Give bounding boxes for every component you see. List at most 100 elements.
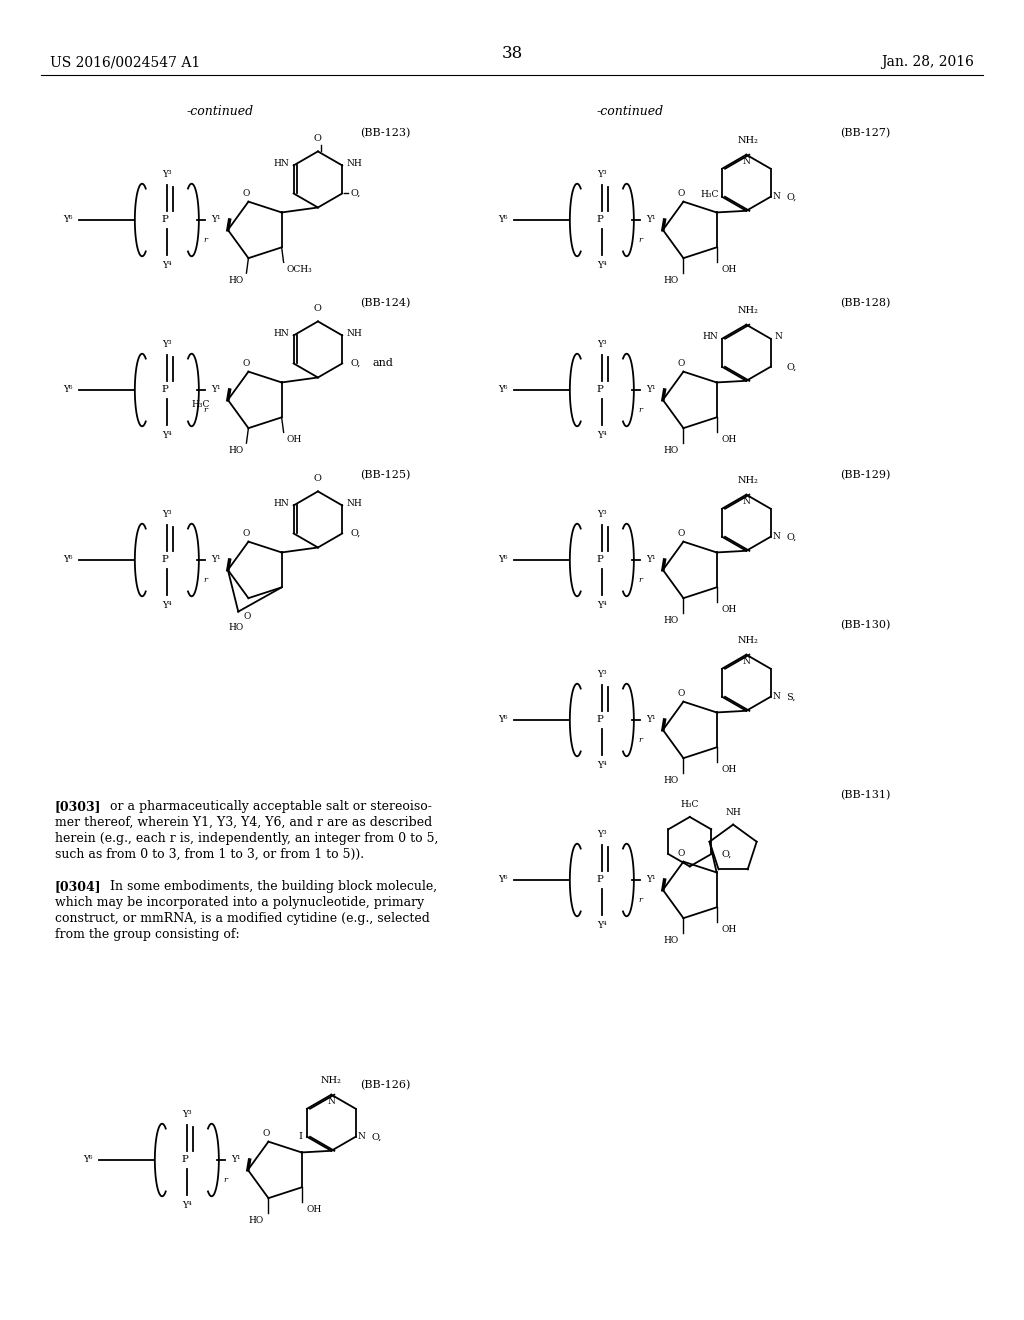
- Text: from the group consisting of:: from the group consisting of:: [55, 928, 240, 941]
- Text: 38: 38: [502, 45, 522, 62]
- Text: O: O: [678, 528, 685, 537]
- Text: OH: OH: [722, 766, 737, 775]
- Text: O: O: [678, 689, 685, 698]
- Text: P: P: [162, 556, 169, 565]
- Text: -continued: -continued: [596, 106, 664, 117]
- Text: O: O: [314, 135, 322, 144]
- Text: NH₂: NH₂: [321, 1076, 342, 1085]
- Text: Y⁴: Y⁴: [162, 601, 172, 610]
- Text: H₃C: H₃C: [700, 190, 719, 199]
- Text: P: P: [597, 715, 603, 725]
- Text: P: P: [162, 215, 169, 224]
- Text: OH: OH: [306, 1205, 322, 1214]
- Text: N: N: [742, 157, 751, 166]
- Text: HO: HO: [664, 276, 679, 285]
- Text: Y⁴: Y⁴: [597, 261, 606, 271]
- Text: O: O: [244, 612, 251, 622]
- Text: construct, or mmRNA, is a modified cytidine (e.g., selected: construct, or mmRNA, is a modified cytid…: [55, 912, 430, 925]
- Text: or a pharmaceutically acceptable salt or stereoiso-: or a pharmaceutically acceptable salt or…: [110, 800, 432, 813]
- Text: Y¹: Y¹: [646, 556, 656, 565]
- Text: Y⁴: Y⁴: [597, 601, 606, 610]
- Text: and: and: [372, 359, 393, 368]
- Text: r: r: [638, 896, 642, 904]
- Text: r: r: [638, 236, 642, 244]
- Text: NH: NH: [725, 808, 741, 817]
- Text: O: O: [314, 474, 322, 483]
- Text: Y⁴: Y⁴: [597, 762, 606, 771]
- Text: (BB-130): (BB-130): [840, 620, 891, 631]
- Text: Y⁶: Y⁶: [63, 556, 73, 565]
- Text: HO: HO: [664, 936, 679, 945]
- Text: O,: O,: [786, 362, 797, 371]
- Text: HO: HO: [664, 776, 679, 785]
- Text: Y¹: Y¹: [231, 1155, 241, 1164]
- Text: N: N: [742, 656, 751, 665]
- Text: In some embodiments, the building block molecule,: In some embodiments, the building block …: [110, 880, 437, 894]
- Text: Y³: Y³: [597, 669, 606, 678]
- Text: (BB-127): (BB-127): [840, 128, 890, 139]
- Text: HN: HN: [273, 329, 290, 338]
- Text: P: P: [182, 1155, 188, 1164]
- Text: N: N: [773, 193, 780, 201]
- Text: O: O: [243, 359, 250, 368]
- Text: Y¹: Y¹: [646, 215, 656, 224]
- Text: O,: O,: [786, 193, 797, 201]
- Text: OH: OH: [722, 265, 737, 275]
- Text: Y³: Y³: [162, 170, 172, 178]
- Text: N: N: [328, 1097, 335, 1106]
- Text: O,: O,: [350, 529, 360, 539]
- Text: Y⁶: Y⁶: [499, 385, 508, 395]
- Text: NH₂: NH₂: [738, 636, 759, 644]
- Text: Y¹: Y¹: [211, 215, 221, 224]
- Text: [0303]: [0303]: [55, 800, 101, 813]
- Text: Y⁶: Y⁶: [499, 875, 508, 884]
- Text: Y⁶: Y⁶: [63, 215, 73, 224]
- Text: O: O: [678, 359, 685, 368]
- Text: O: O: [678, 849, 685, 858]
- Text: O: O: [243, 189, 250, 198]
- Text: (BB-123): (BB-123): [360, 128, 411, 139]
- Text: Y³: Y³: [162, 339, 172, 348]
- Text: Y¹: Y¹: [211, 385, 221, 395]
- Text: Y³: Y³: [597, 510, 606, 519]
- Text: P: P: [597, 875, 603, 884]
- Text: Y¹: Y¹: [646, 715, 656, 725]
- Text: (BB-131): (BB-131): [840, 789, 891, 800]
- Text: r: r: [203, 407, 207, 414]
- Text: OH: OH: [722, 925, 737, 935]
- Text: N: N: [742, 496, 751, 506]
- Text: Y³: Y³: [182, 1110, 191, 1119]
- Text: (BB-124): (BB-124): [360, 298, 411, 309]
- Text: mer thereof, wherein Y1, Y3, Y4, Y6, and r are as described: mer thereof, wherein Y1, Y3, Y4, Y6, and…: [55, 816, 432, 829]
- Text: Y³: Y³: [162, 510, 172, 519]
- Text: Y⁴: Y⁴: [162, 432, 172, 441]
- Text: NH: NH: [346, 329, 361, 338]
- Text: r: r: [638, 737, 642, 744]
- Text: OCH₃: OCH₃: [287, 265, 312, 275]
- Text: r: r: [223, 1176, 227, 1184]
- Text: O,: O,: [372, 1133, 382, 1142]
- Text: P: P: [597, 385, 603, 395]
- Text: P: P: [162, 385, 169, 395]
- Text: N: N: [773, 692, 780, 701]
- Text: O,: O,: [350, 189, 360, 198]
- Text: Y¹: Y¹: [646, 875, 656, 884]
- Text: P: P: [597, 215, 603, 224]
- Text: HO: HO: [228, 623, 244, 632]
- Text: (BB-128): (BB-128): [840, 298, 891, 309]
- Text: NH₂: NH₂: [738, 475, 759, 484]
- Text: Y⁶: Y⁶: [499, 715, 508, 725]
- Text: O,: O,: [350, 359, 360, 368]
- Text: HN: HN: [273, 158, 290, 168]
- Text: (BB-125): (BB-125): [360, 470, 411, 480]
- Text: OH: OH: [722, 606, 737, 614]
- Text: such as from 0 to 3, from 1 to 3, or from 1 to 5)).: such as from 0 to 3, from 1 to 3, or fro…: [55, 847, 365, 861]
- Text: HO: HO: [664, 446, 679, 455]
- Text: O: O: [314, 305, 322, 313]
- Text: O: O: [678, 189, 685, 198]
- Text: r: r: [638, 577, 642, 585]
- Text: r: r: [203, 236, 207, 244]
- Text: HO: HO: [228, 446, 244, 455]
- Text: HO: HO: [228, 276, 244, 285]
- Text: which may be incorporated into a polynucleotide, primary: which may be incorporated into a polynuc…: [55, 896, 424, 909]
